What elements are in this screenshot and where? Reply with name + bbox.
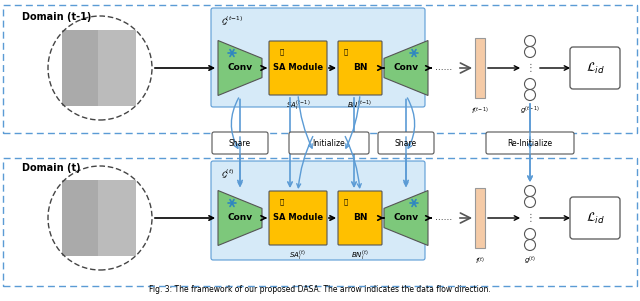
Text: $\mathcal{G}^{(t)}$: $\mathcal{G}^{(t)}$: [221, 168, 234, 182]
Polygon shape: [384, 191, 428, 246]
Text: $\mathcal{L}_{id}$: $\mathcal{L}_{id}$: [586, 210, 604, 225]
Text: $\mathcal{L}_{id}$: $\mathcal{L}_{id}$: [586, 61, 604, 76]
FancyBboxPatch shape: [570, 197, 620, 239]
Circle shape: [525, 228, 536, 240]
Text: 🔥: 🔥: [344, 199, 348, 205]
Polygon shape: [218, 191, 262, 246]
FancyBboxPatch shape: [338, 191, 382, 245]
FancyBboxPatch shape: [212, 132, 268, 154]
Bar: [98, 180, 136, 256]
Text: Conv: Conv: [394, 213, 419, 222]
Bar: [3, 158, 637, 286]
Circle shape: [525, 89, 536, 101]
Text: $\mathcal{G}^{(t\!-\!1)}$: $\mathcal{G}^{(t\!-\!1)}$: [221, 15, 243, 28]
Text: $SA_i^{(t\!-\!1)}$: $SA_i^{(t\!-\!1)}$: [285, 98, 310, 112]
Circle shape: [525, 46, 536, 57]
Text: BN: BN: [353, 64, 367, 73]
Text: ⋮: ⋮: [525, 213, 535, 223]
Bar: [475, 188, 485, 248]
Text: SA Module: SA Module: [273, 213, 323, 222]
Circle shape: [525, 197, 536, 207]
Text: Re-Initialize: Re-Initialize: [508, 138, 552, 147]
Text: 🔥: 🔥: [280, 199, 284, 205]
Text: Fig. 3: The framework of our proposed DASA. The arrow indicates the data flow di: Fig. 3: The framework of our proposed DA…: [149, 285, 491, 294]
Bar: [62, 30, 98, 106]
Bar: [98, 30, 136, 106]
Text: $BN_i^{(t)}$: $BN_i^{(t)}$: [351, 248, 369, 262]
Circle shape: [525, 36, 536, 46]
FancyBboxPatch shape: [269, 191, 327, 245]
FancyBboxPatch shape: [486, 132, 574, 154]
Text: Conv: Conv: [227, 64, 253, 73]
Circle shape: [525, 185, 536, 197]
Text: $f^{(t\!-\!1)}$: $f^{(t\!-\!1)}$: [471, 104, 489, 116]
Text: BN: BN: [353, 213, 367, 222]
Bar: [3, 5, 637, 133]
Text: Initialize: Initialize: [312, 138, 346, 147]
Text: Conv: Conv: [227, 213, 253, 222]
FancyBboxPatch shape: [338, 41, 382, 95]
Text: ......: ......: [435, 213, 452, 222]
Bar: [475, 38, 485, 98]
Bar: [62, 180, 98, 256]
Text: Domain (t): Domain (t): [22, 163, 81, 173]
Text: 🔥: 🔥: [280, 49, 284, 55]
Polygon shape: [218, 41, 262, 95]
Circle shape: [525, 240, 536, 250]
Text: 🔥: 🔥: [344, 49, 348, 55]
Text: $BN_i^{(t\!-\!1)}$: $BN_i^{(t\!-\!1)}$: [348, 98, 372, 112]
FancyBboxPatch shape: [289, 132, 369, 154]
FancyBboxPatch shape: [570, 47, 620, 89]
Text: Share: Share: [229, 138, 251, 147]
Text: ⋮: ⋮: [525, 63, 535, 73]
Text: Conv: Conv: [394, 64, 419, 73]
Text: $SA_i^{(t)}$: $SA_i^{(t)}$: [289, 248, 307, 262]
FancyBboxPatch shape: [269, 41, 327, 95]
Text: $g^{(t)}$: $g^{(t)}$: [524, 254, 536, 266]
FancyBboxPatch shape: [378, 132, 434, 154]
Text: $g^{(t\!-\!1)}$: $g^{(t\!-\!1)}$: [520, 104, 540, 116]
FancyBboxPatch shape: [211, 161, 425, 260]
Circle shape: [525, 79, 536, 89]
Text: SA Module: SA Module: [273, 64, 323, 73]
Text: Domain (t-1): Domain (t-1): [22, 12, 92, 22]
FancyBboxPatch shape: [211, 8, 425, 107]
Text: ......: ......: [435, 64, 452, 73]
Text: Share: Share: [395, 138, 417, 147]
Polygon shape: [384, 41, 428, 95]
Text: $f^{(t)}$: $f^{(t)}$: [475, 255, 485, 265]
